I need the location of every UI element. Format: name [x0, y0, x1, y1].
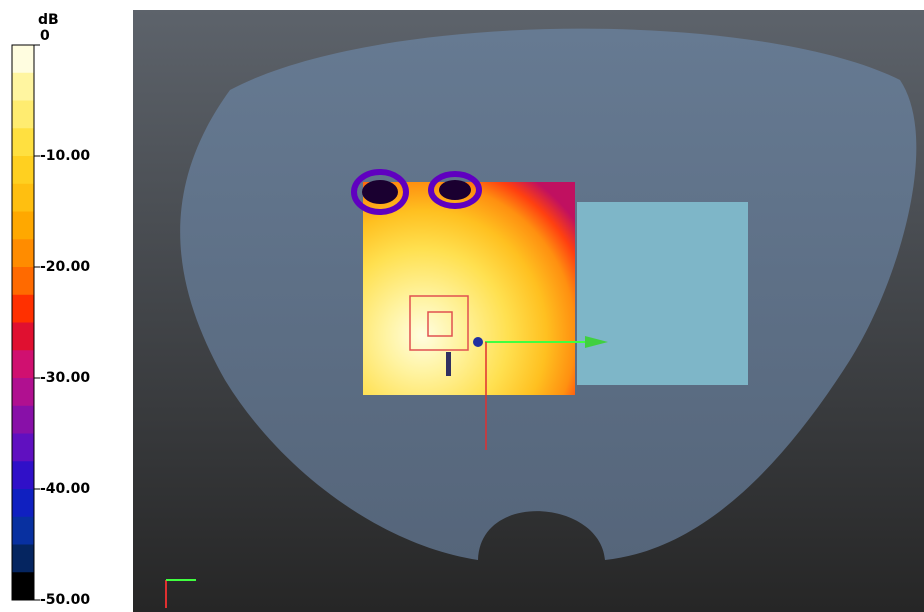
heatmap-ring	[428, 171, 482, 209]
colorbar-band	[12, 489, 34, 518]
colorbar-band	[12, 45, 34, 74]
colorbar-band	[12, 267, 34, 296]
box	[577, 202, 748, 385]
colorbar-band	[12, 433, 34, 462]
colorbar-band	[12, 516, 34, 545]
antenna-inner	[427, 311, 453, 337]
colorbar-band	[12, 544, 34, 573]
colorbar-band	[12, 461, 34, 490]
colorbar-band	[12, 239, 34, 268]
heatmap-ring	[351, 169, 409, 215]
axis-x-arrow	[585, 336, 608, 348]
colorbar-band	[12, 72, 34, 101]
colorbar-unit: dB	[38, 12, 59, 28]
colorbar-band	[12, 378, 34, 407]
colorbar-label: -20.00	[40, 259, 90, 275]
colorbar-label: -40.00	[40, 481, 90, 497]
feed	[446, 352, 451, 376]
colorbar-label: -10.00	[40, 148, 90, 164]
colorbar-band	[12, 100, 34, 129]
colorbar-band	[12, 211, 34, 240]
colorbar-label: -50.00	[40, 592, 90, 608]
viewport	[133, 10, 924, 612]
colorbar-band	[12, 294, 34, 323]
colorbar-frame	[11, 44, 35, 601]
heatmap-low	[362, 180, 398, 204]
heatmap-low	[439, 180, 471, 200]
colorbar-band	[12, 405, 34, 434]
colorbar-label: -30.00	[40, 370, 90, 386]
colorbar-label: 0	[40, 28, 50, 44]
origin	[473, 337, 483, 347]
colorbar: dB 0 -10.00 -20.00 -30.00 -40.00 -50.00	[11, 12, 90, 608]
colorbar-band	[12, 128, 34, 157]
colorbar-band	[12, 156, 34, 185]
antenna-outline	[409, 295, 469, 351]
colorbar-band	[12, 183, 34, 212]
colorbar-band	[12, 322, 34, 351]
heatmap	[363, 182, 575, 395]
colorbar-band	[12, 572, 34, 601]
colorbar-band	[12, 350, 34, 379]
